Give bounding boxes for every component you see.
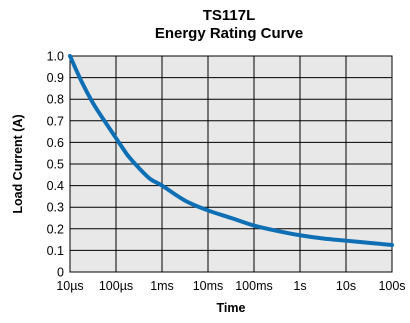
y-tick-label: 0.4 (47, 179, 64, 193)
chart-title: TS117L (203, 7, 256, 24)
y-tick-label: 0.5 (47, 158, 64, 172)
x-tick-label: 100µs (99, 279, 133, 293)
x-tick-label: 1s (293, 279, 306, 293)
y-tick-label: 1.0 (47, 50, 64, 64)
y-tick-label: 0 (57, 266, 64, 280)
y-axis-label: Load Current (A) (11, 114, 25, 213)
y-tick-label: 0.7 (47, 114, 64, 128)
y-tick-label: 0.8 (47, 93, 64, 107)
chart-subtitle: Energy Rating Curve (155, 25, 303, 42)
x-tick-label: 100ms (235, 279, 273, 293)
y-tick-label: 0.3 (47, 201, 64, 215)
x-axis-label: Time (217, 301, 246, 315)
y-tick-label: 0.2 (47, 222, 64, 236)
y-axis-ticks: 0 0.1 0.2 0.3 0.4 0.5 0.6 0.7 0.8 0.9 1.0 (47, 50, 64, 280)
y-tick-label: 0.6 (47, 136, 64, 150)
x-tick-label: 1ms (150, 279, 174, 293)
x-axis-ticks: 10µs 100µs 1ms 10ms 100ms 1s 10s 100s (56, 279, 405, 293)
x-tick-label: 10ms (193, 279, 224, 293)
x-tick-label: 10s (336, 279, 356, 293)
x-tick-label: 10µs (56, 279, 83, 293)
x-tick-label: 100s (378, 279, 405, 293)
series-line-energy-rating (68, 54, 394, 247)
y-tick-label: 0.9 (47, 71, 64, 85)
y-tick-label: 0.1 (47, 244, 64, 258)
gridlines (70, 56, 392, 272)
